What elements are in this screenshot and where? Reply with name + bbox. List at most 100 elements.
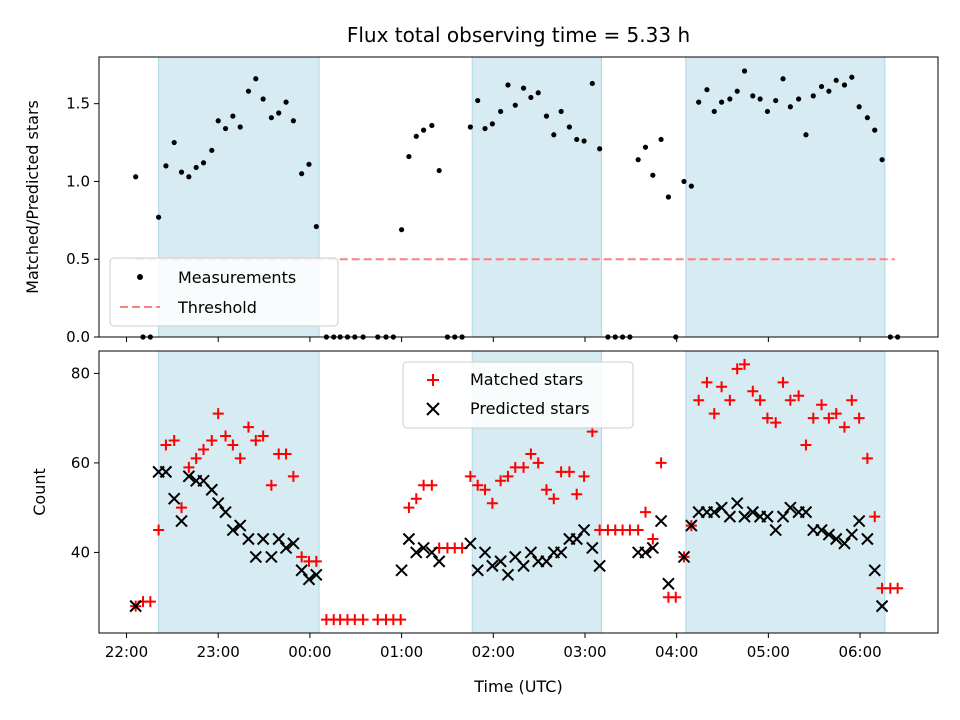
top-y-axis-label: Matched/Predicted stars: [23, 100, 42, 294]
measurement-point: [642, 144, 649, 150]
y-tick-label: 0.5: [66, 250, 90, 268]
matched-star-point: [227, 439, 239, 451]
matched-star-point: [410, 493, 422, 505]
legend-measurements-marker: [137, 274, 143, 280]
matched-star-point: [403, 502, 415, 514]
matched-star-point: [632, 524, 644, 536]
matched-star-point: [747, 385, 759, 397]
x-tick-label: 04:00: [655, 643, 698, 661]
predicted-star-point: [738, 510, 751, 523]
predicted-star-point: [417, 541, 430, 555]
predicted-star-point: [167, 492, 181, 505]
predicted-star-point: [501, 568, 515, 582]
measurement-point: [872, 127, 878, 133]
measurement-point: [849, 74, 855, 80]
predicted-star-point: [205, 483, 218, 496]
bottom-plot-frame: [98, 350, 939, 634]
measurement-point: [543, 113, 550, 119]
predicted-star-point: [540, 555, 553, 568]
predicted-star-point: [279, 541, 293, 555]
x-tick-label: 03:00: [563, 643, 606, 661]
measurement-point: [727, 96, 733, 102]
matched-star-point: [183, 461, 195, 473]
bottom-legend: Matched stars Predicted stars: [402, 361, 634, 429]
measurement-point: [780, 76, 786, 82]
predicted-star-point: [242, 532, 255, 546]
matched-star-point: [168, 435, 180, 447]
legend-matched-marker: [427, 374, 439, 386]
predicted-star-point: [708, 505, 721, 519]
matched-star-point: [807, 412, 819, 424]
measurement-point: [222, 125, 229, 132]
predicted-star-point: [159, 465, 173, 479]
measurement-point: [818, 83, 825, 90]
matched-star-point: [571, 488, 583, 500]
predicted-star-point: [654, 514, 668, 528]
predicted-star-point: [646, 541, 660, 555]
measurement-point: [696, 99, 702, 105]
matched-star-point: [212, 408, 224, 420]
matched-star-point: [287, 470, 299, 482]
matched-star-point: [823, 412, 835, 424]
predicted-star-point: [272, 532, 285, 546]
measurement-point: [558, 108, 564, 115]
x-axis-label: Time (UTC): [473, 677, 562, 696]
matched-star-point: [793, 390, 805, 402]
bottom-y-axis-label: Count: [30, 468, 49, 516]
measurement-point: [489, 121, 495, 127]
matched-star-point: [265, 479, 277, 491]
measurement-point: [505, 82, 511, 88]
predicted-star-point: [402, 532, 416, 546]
shaded-region: [471, 56, 602, 338]
measurement-point: [787, 104, 793, 110]
matched-star-point: [731, 363, 743, 375]
predicted-star-point: [677, 550, 691, 564]
matched-star-point: [670, 591, 682, 603]
predicted-star-point: [570, 532, 583, 546]
matched-star-point: [220, 430, 232, 442]
shaded-region: [685, 350, 886, 634]
predicted-star-point: [861, 532, 874, 546]
measurement-point: [498, 108, 504, 115]
predicted-star-point: [395, 564, 408, 577]
measurement-point: [688, 183, 694, 189]
measurement-point: [750, 93, 756, 99]
measurement-point: [171, 139, 177, 146]
measurement-point: [156, 214, 162, 220]
measurement-point: [283, 99, 289, 105]
bottom-y-axis: 40 60 80: [71, 364, 99, 561]
predicted-star-point: [524, 546, 538, 559]
predicted-star-point: [486, 559, 499, 573]
matched-star-point: [838, 421, 850, 433]
measurement-point: [413, 133, 419, 139]
predicted-star-point: [234, 519, 247, 532]
matched-star-point: [892, 582, 904, 594]
matched-star-point: [770, 417, 782, 429]
predicted-star-point: [256, 532, 270, 546]
predicted-star-point: [554, 546, 568, 559]
matched-star-point: [540, 484, 552, 496]
matched-star-point: [639, 506, 651, 518]
measurement-point: [635, 157, 641, 163]
matched-star-point: [693, 394, 705, 406]
predicted-star-point: [730, 496, 744, 510]
measurement-point: [535, 90, 541, 96]
x-tick-label: 05:00: [747, 643, 790, 661]
measurement-point: [520, 85, 527, 91]
matched-star-point: [395, 614, 407, 626]
y-tick-label: 1.5: [66, 95, 90, 113]
measurement-point: [719, 99, 725, 105]
matched-star-point: [701, 376, 713, 388]
measurement-point: [512, 102, 518, 108]
matched-star-point: [190, 452, 202, 464]
measurement-point: [658, 136, 664, 143]
bottom-legend-box: [402, 361, 634, 429]
measurement-point: [741, 68, 748, 74]
predicted-star-point: [875, 599, 889, 613]
predicted-star-point: [868, 564, 881, 577]
y-tick-label: 0.0: [66, 328, 90, 346]
measurement-point: [429, 122, 435, 129]
matched-star-point: [234, 452, 246, 464]
predicted-star-point: [838, 537, 851, 550]
